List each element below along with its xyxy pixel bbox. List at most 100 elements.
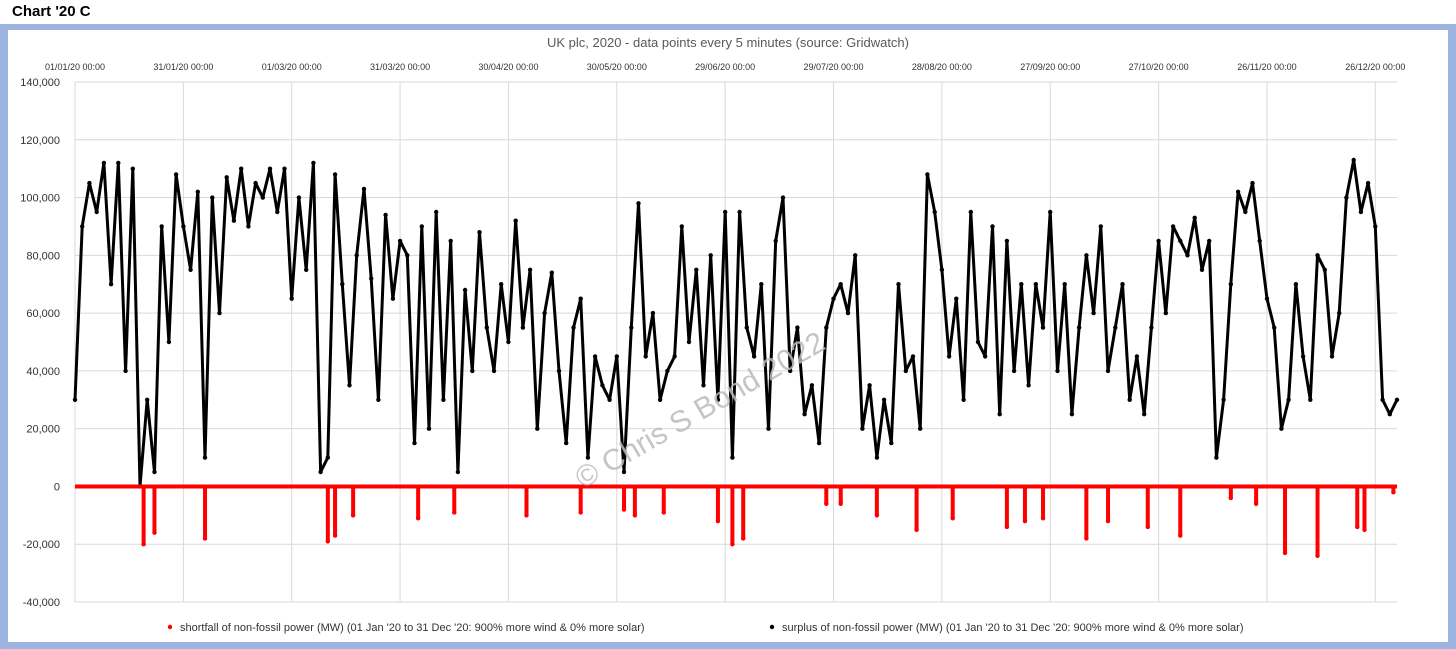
data-point bbox=[549, 270, 554, 275]
data-point bbox=[1069, 412, 1075, 417]
data-point bbox=[701, 383, 706, 388]
data-point bbox=[108, 282, 114, 287]
data-point bbox=[470, 368, 475, 374]
data-point bbox=[141, 542, 146, 547]
y-tick-label: 60,000 bbox=[26, 308, 60, 320]
data-point bbox=[304, 267, 309, 272]
data-point bbox=[311, 160, 316, 166]
data-point bbox=[369, 276, 374, 281]
data-point bbox=[1192, 215, 1197, 220]
data-point bbox=[253, 180, 258, 186]
data-point bbox=[376, 397, 381, 402]
data-point bbox=[1055, 368, 1060, 374]
data-point bbox=[325, 539, 330, 544]
data-point bbox=[506, 339, 511, 345]
data-point bbox=[415, 516, 421, 521]
data-point bbox=[1308, 397, 1313, 402]
data-point bbox=[889, 440, 894, 446]
data-point bbox=[657, 397, 663, 402]
data-point bbox=[441, 397, 446, 402]
data-point bbox=[332, 533, 338, 538]
data-point bbox=[1142, 412, 1147, 417]
x-axis: 01/01/20 00:00 31/01/20 00:00 01/03/20 00:… bbox=[45, 62, 1405, 72]
data-point bbox=[715, 397, 721, 402]
data-point bbox=[535, 426, 540, 431]
data-point bbox=[946, 354, 952, 359]
data-point bbox=[1391, 490, 1396, 495]
data-point bbox=[585, 455, 591, 460]
data-point bbox=[954, 296, 959, 301]
legend: shortfall of non-fossil power (MW) (01 J… bbox=[167, 622, 1244, 634]
data-point bbox=[1040, 516, 1046, 521]
y-tick-label: 120,000 bbox=[20, 135, 60, 147]
data-point bbox=[874, 455, 880, 460]
x-tick-label: 27/09/20 00:00 bbox=[1020, 62, 1080, 72]
data-point bbox=[751, 354, 757, 359]
data-point bbox=[282, 166, 287, 171]
x-tick-label: 30/05/20 00:00 bbox=[587, 62, 647, 72]
chart-title: UK plc, 2020 - data points every 5 minut… bbox=[547, 35, 909, 50]
data-point bbox=[527, 267, 533, 272]
data-point bbox=[741, 536, 746, 541]
data-point bbox=[1199, 267, 1205, 272]
data-point bbox=[600, 383, 605, 388]
data-point bbox=[275, 209, 280, 215]
data-point bbox=[1315, 553, 1320, 558]
y-axis: 140,000 120,000 100,000 80,000 60,000 40,000 2… bbox=[20, 77, 60, 609]
legend-shortfall-label: shortfall of non-fossil power (MW) (01 J… bbox=[180, 622, 645, 634]
data-point bbox=[571, 325, 576, 330]
data-point bbox=[1235, 189, 1241, 194]
data-point bbox=[477, 230, 482, 235]
data-point bbox=[1207, 238, 1212, 244]
data-point bbox=[1214, 455, 1219, 460]
data-point bbox=[347, 383, 352, 388]
data-point bbox=[983, 354, 988, 359]
data-point bbox=[715, 518, 721, 524]
data-point bbox=[592, 354, 598, 359]
data-point bbox=[578, 296, 583, 301]
data-point bbox=[1004, 524, 1010, 530]
data-point bbox=[340, 282, 345, 287]
data-point bbox=[452, 510, 457, 515]
data-point bbox=[759, 282, 764, 287]
x-tick-label: 31/01/20 00:00 bbox=[153, 62, 213, 72]
data-point bbox=[87, 180, 92, 186]
data-point bbox=[1145, 524, 1151, 530]
data-point bbox=[925, 172, 930, 177]
data-point bbox=[260, 195, 265, 200]
data-point bbox=[795, 325, 800, 330]
y-tick-label: 0 bbox=[54, 481, 60, 493]
data-point bbox=[166, 339, 172, 345]
data-point bbox=[520, 325, 526, 330]
data-point bbox=[730, 455, 735, 460]
data-point bbox=[145, 397, 150, 402]
data-point bbox=[1264, 296, 1270, 301]
series-trace bbox=[73, 158, 1399, 488]
data-point bbox=[1120, 282, 1125, 287]
data-point bbox=[1091, 310, 1096, 316]
x-tick-label: 29/07/20 00:00 bbox=[803, 62, 863, 72]
data-point bbox=[737, 209, 742, 215]
data-point bbox=[513, 218, 518, 223]
data-point bbox=[231, 218, 237, 223]
data-point bbox=[1286, 397, 1291, 402]
data-point bbox=[361, 186, 367, 192]
data-point bbox=[860, 426, 865, 431]
data-point bbox=[1300, 354, 1306, 359]
data-point bbox=[556, 368, 562, 374]
data-point bbox=[239, 166, 244, 171]
y-tick-label: 100,000 bbox=[20, 193, 60, 205]
data-point bbox=[650, 310, 656, 316]
data-point bbox=[990, 224, 995, 229]
data-point bbox=[383, 212, 388, 218]
x-tick-label: 01/03/20 00:00 bbox=[262, 62, 322, 72]
data-point bbox=[524, 513, 529, 518]
chart-label: Chart '20 C bbox=[12, 3, 91, 20]
data-point bbox=[188, 267, 193, 272]
data-point bbox=[1022, 518, 1028, 524]
data-point bbox=[903, 368, 908, 374]
y-tick-label: -20,000 bbox=[23, 539, 60, 551]
data-point bbox=[1156, 238, 1161, 244]
data-point bbox=[94, 209, 99, 215]
